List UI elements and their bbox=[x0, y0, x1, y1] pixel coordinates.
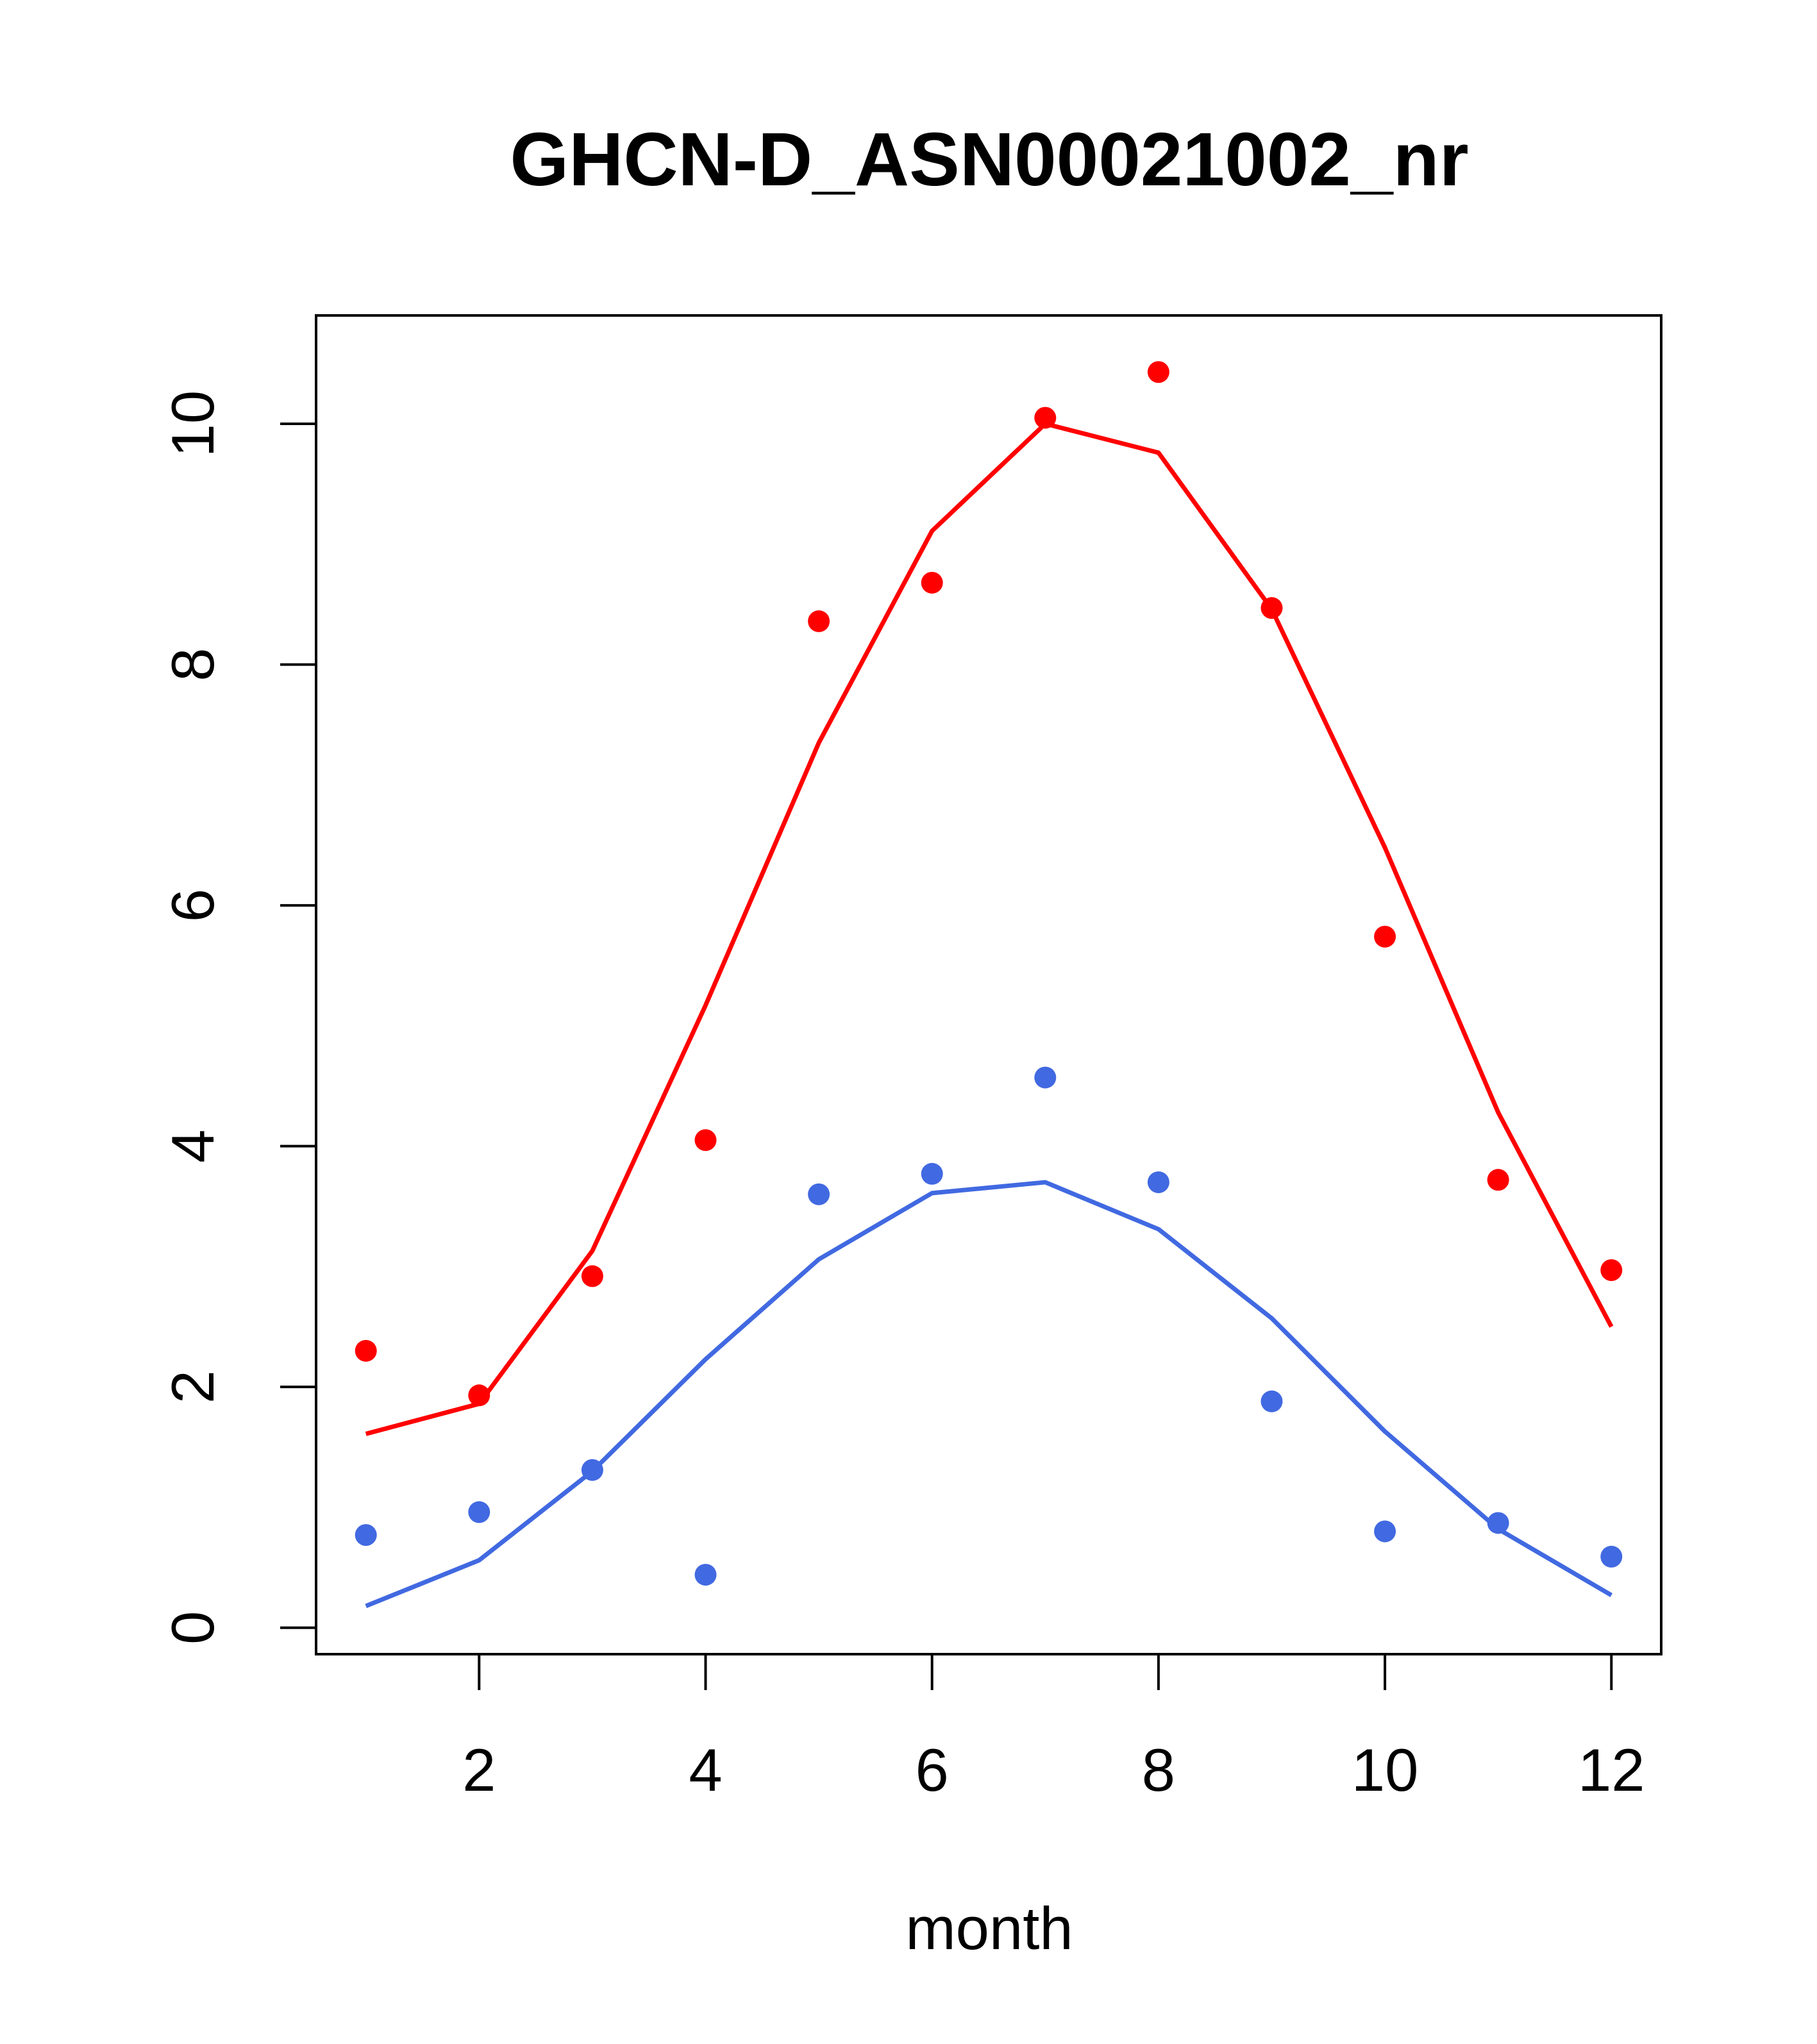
series-1-line bbox=[365, 421, 1614, 1436]
y-tick-label: 4 bbox=[159, 1129, 226, 1162]
series-1-point bbox=[355, 1339, 377, 1362]
series-1-point bbox=[921, 571, 943, 594]
series-1-point bbox=[1487, 1169, 1509, 1191]
series-2-point bbox=[808, 1183, 830, 1205]
series-2-point bbox=[1034, 1066, 1057, 1089]
y-tick-label: 8 bbox=[159, 648, 226, 681]
series-1-point bbox=[468, 1384, 490, 1407]
series-1-point bbox=[1147, 361, 1169, 383]
series-2-point bbox=[1487, 1512, 1509, 1534]
y-tick-label: 10 bbox=[159, 390, 226, 458]
plot-frame bbox=[315, 314, 1662, 1655]
chart-title: GHCN-D_ASN00021002_nr bbox=[510, 117, 1468, 202]
series-layer bbox=[355, 361, 1623, 1609]
series-1-point bbox=[1260, 597, 1283, 619]
x-tick-label: 6 bbox=[916, 1736, 949, 1804]
x-axis-label: month bbox=[905, 1895, 1073, 1962]
series-1-point bbox=[581, 1265, 603, 1287]
x-tick-label: 8 bbox=[1142, 1736, 1175, 1804]
series-1-point bbox=[1374, 925, 1396, 948]
series-1 bbox=[355, 361, 1623, 1436]
y-tick-label: 6 bbox=[159, 889, 226, 922]
series-2-point bbox=[468, 1501, 490, 1523]
series-2-point bbox=[1147, 1171, 1169, 1193]
series-2 bbox=[355, 1066, 1623, 1609]
x-tick-label: 2 bbox=[462, 1736, 496, 1804]
series-1-point bbox=[1034, 406, 1057, 429]
series-1-point bbox=[694, 1129, 717, 1152]
x-tick-label: 12 bbox=[1578, 1736, 1645, 1804]
x-tick-label: 4 bbox=[689, 1736, 722, 1804]
series-2-point bbox=[355, 1524, 377, 1546]
series-2-point bbox=[1600, 1545, 1623, 1568]
y-tick-label: 2 bbox=[159, 1370, 226, 1403]
series-2-point bbox=[921, 1162, 943, 1185]
series-2-line bbox=[365, 1180, 1613, 1609]
series-1-point bbox=[808, 610, 830, 632]
series-2-point bbox=[1260, 1390, 1283, 1412]
series-1-point bbox=[1600, 1259, 1623, 1282]
series-2-point bbox=[581, 1459, 603, 1481]
x-tick-label: 10 bbox=[1352, 1736, 1419, 1804]
series-2-point bbox=[1374, 1520, 1396, 1543]
series-2-point bbox=[694, 1564, 717, 1586]
y-tick-label: 0 bbox=[159, 1611, 226, 1645]
axes-layer: 2 4 6 8 10 12 0 2 4 6 8 10 bbox=[159, 390, 1645, 1804]
